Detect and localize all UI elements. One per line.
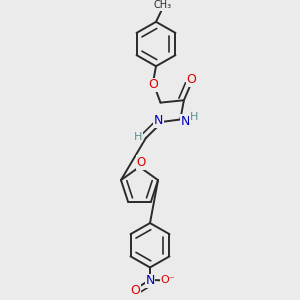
Text: O: O xyxy=(148,78,158,92)
Text: O: O xyxy=(136,156,146,169)
Text: O⁻: O⁻ xyxy=(161,275,175,286)
Text: O: O xyxy=(187,73,196,86)
Text: N: N xyxy=(145,274,155,287)
Text: CH₃: CH₃ xyxy=(154,0,172,10)
Text: N: N xyxy=(154,114,164,127)
Text: O: O xyxy=(130,284,140,297)
Text: N: N xyxy=(181,115,190,128)
Text: H: H xyxy=(134,132,142,142)
Text: H: H xyxy=(190,112,198,122)
